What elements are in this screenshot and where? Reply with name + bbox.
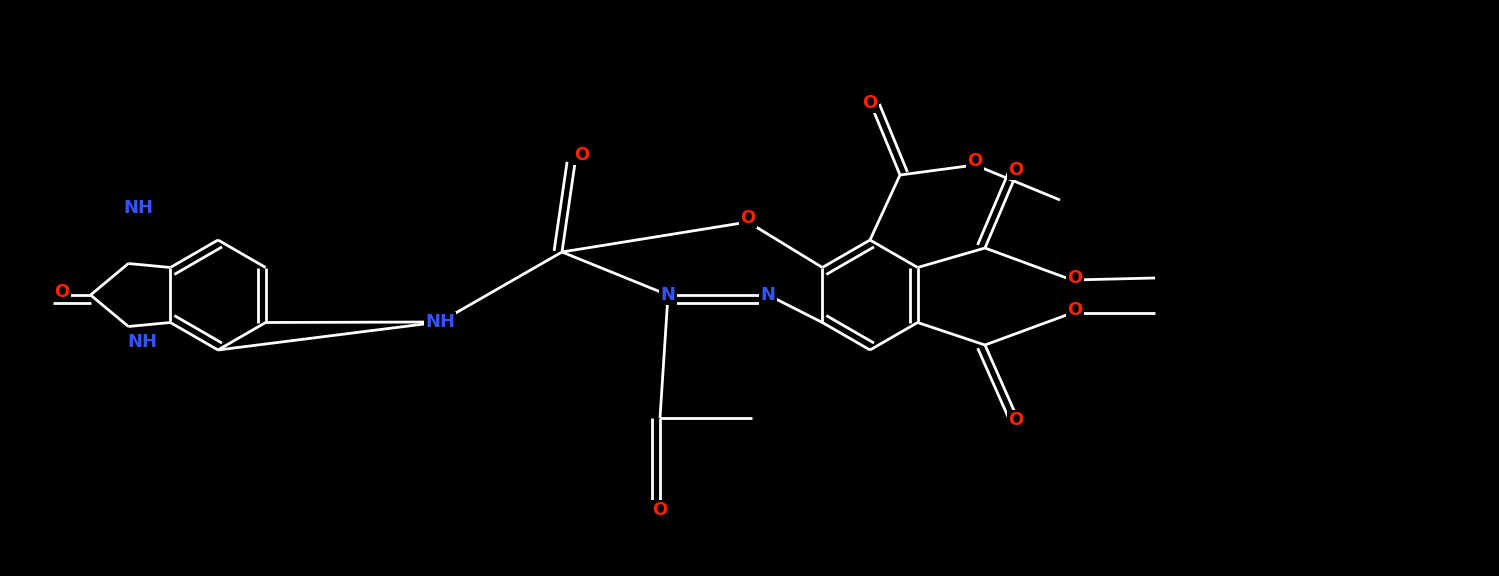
- Text: O: O: [1009, 161, 1024, 179]
- Text: NH: NH: [127, 333, 157, 351]
- Text: O: O: [652, 501, 667, 519]
- Text: O: O: [1009, 411, 1024, 429]
- Text: NH: NH: [123, 199, 153, 217]
- Text: O: O: [574, 146, 589, 164]
- Text: O: O: [1067, 269, 1082, 287]
- Text: O: O: [862, 94, 877, 112]
- Text: O: O: [1067, 301, 1082, 319]
- Text: O: O: [54, 283, 69, 301]
- Text: NH: NH: [426, 313, 456, 331]
- Text: N: N: [661, 286, 676, 304]
- Text: O: O: [741, 209, 755, 227]
- Text: O: O: [967, 152, 983, 170]
- Text: N: N: [760, 286, 775, 304]
